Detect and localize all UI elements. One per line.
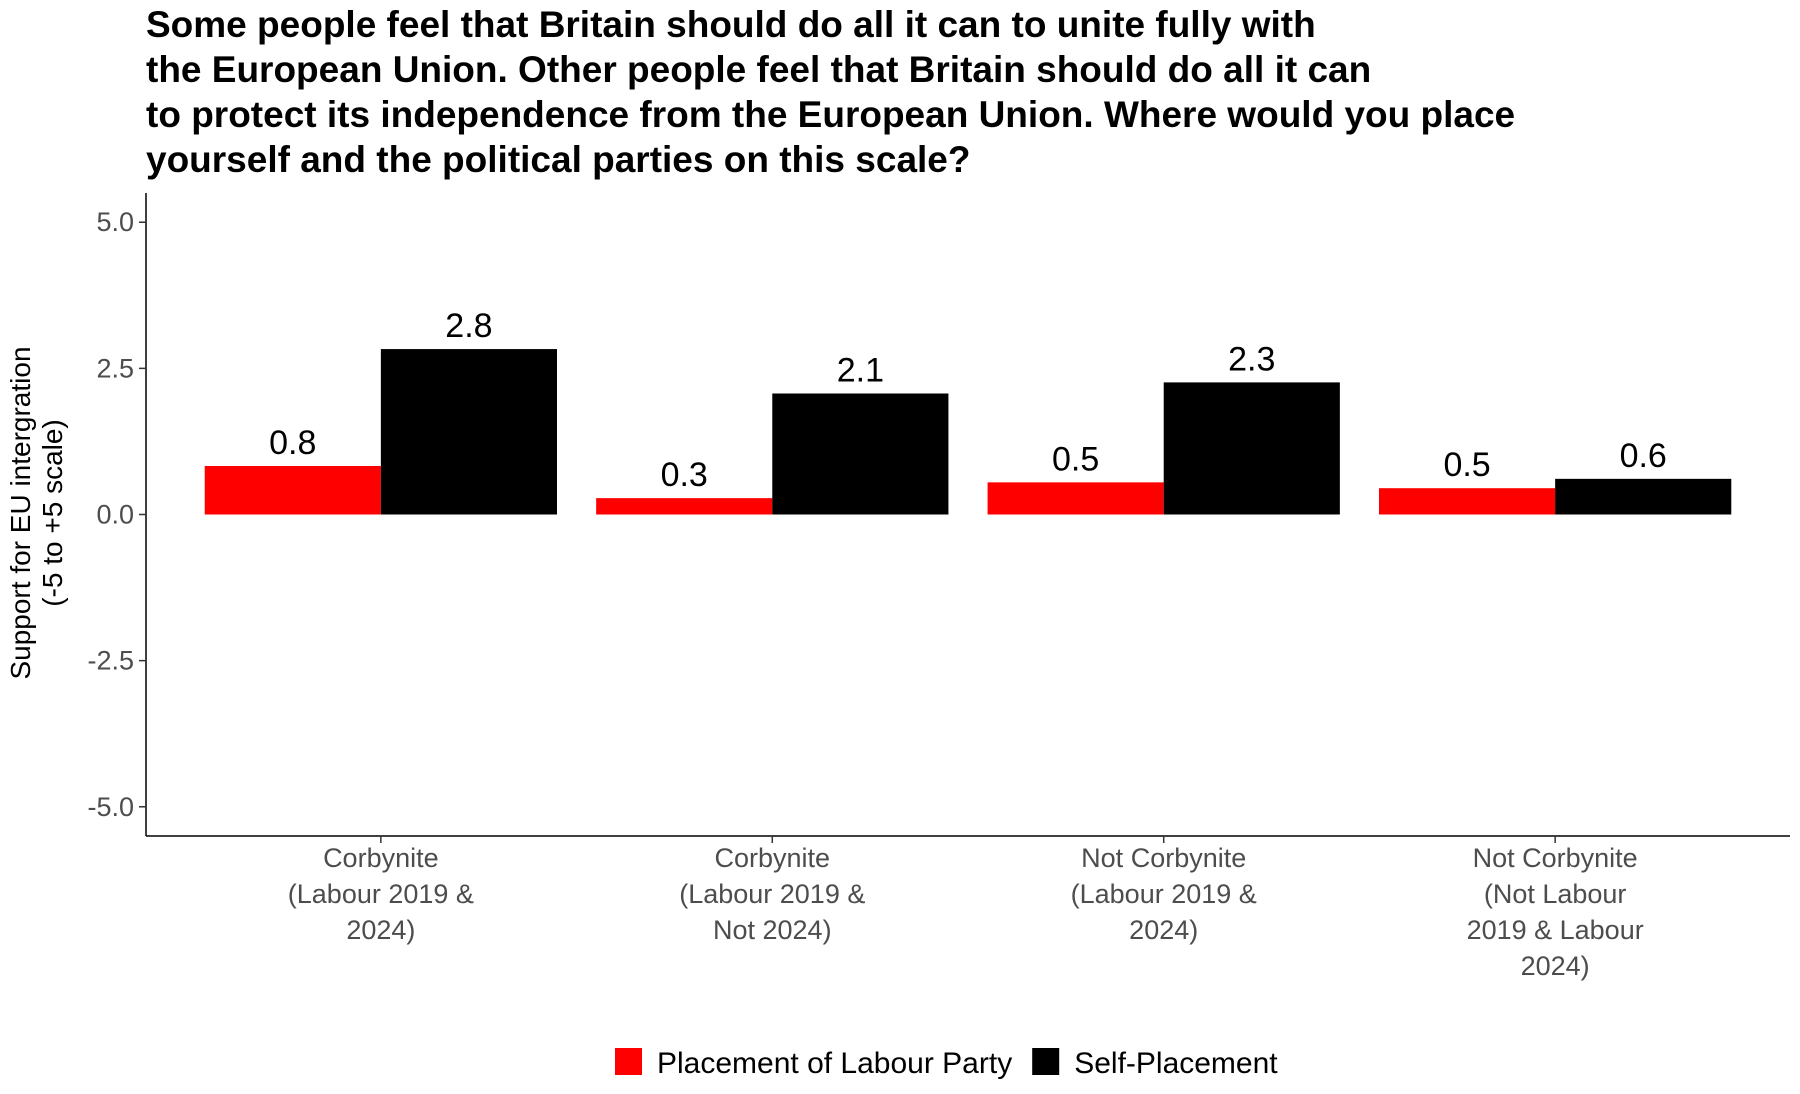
bar: [1163, 382, 1340, 515]
bar: [596, 498, 773, 515]
value-label: 0.6: [1620, 437, 1667, 475]
y-tick-label: -2.5: [87, 646, 134, 676]
x-tick-label: Not 2024): [713, 915, 832, 945]
y-tick-label: 2.5: [96, 353, 134, 383]
value-label: 0.8: [269, 424, 316, 462]
value-label: 0.5: [1052, 440, 1099, 478]
bar: [987, 482, 1164, 515]
x-tick-label: 2024): [1129, 915, 1198, 945]
x-tick-label: 2024): [1521, 951, 1590, 981]
bar: [1379, 488, 1556, 515]
x-tick-label: (Labour 2019 &: [288, 879, 474, 909]
bar: [380, 349, 557, 515]
bar: [204, 465, 381, 515]
x-tick-label: (Labour 2019 &: [1071, 879, 1257, 909]
chart-title: the European Union. Other people feel th…: [146, 49, 1371, 90]
x-tick-label: (Not Labour: [1484, 879, 1627, 909]
chart-title: Some people feel that Britain should do …: [146, 4, 1316, 45]
y-axis-label: Support for EU intergration: [5, 346, 36, 679]
value-label: 0.5: [1443, 446, 1490, 484]
legend-swatch: [615, 1048, 642, 1075]
y-axis-label: (-5 to +5 scale): [37, 419, 68, 607]
x-tick-label: (Labour 2019 &: [679, 879, 865, 909]
x-tick-label: 2019 & Labour: [1467, 915, 1644, 945]
legend-label: Placement of Labour Party: [657, 1047, 1012, 1080]
bar: [1555, 478, 1732, 515]
chart-title: to protect its independence from the Eur…: [146, 94, 1515, 135]
value-label: 2.1: [837, 351, 884, 389]
value-label: 2.8: [445, 307, 492, 345]
x-tick-label: 2024): [346, 915, 415, 945]
x-tick-label: Corbynite: [323, 843, 439, 873]
y-tick-label: -5.0: [87, 792, 134, 822]
chart-title: yourself and the political parties on th…: [146, 139, 970, 180]
y-tick-label: 0.0: [96, 500, 134, 530]
value-label: 0.3: [661, 456, 708, 494]
x-tick-label: Corbynite: [715, 843, 831, 873]
bar: [772, 393, 949, 515]
legend-swatch: [1032, 1048, 1060, 1075]
y-tick-label: 5.0: [96, 207, 134, 237]
legend-label: Self-Placement: [1074, 1047, 1278, 1080]
value-label: 2.3: [1228, 340, 1275, 378]
x-tick-label: Not Corbynite: [1081, 843, 1246, 873]
x-tick-label: Not Corbynite: [1473, 843, 1638, 873]
